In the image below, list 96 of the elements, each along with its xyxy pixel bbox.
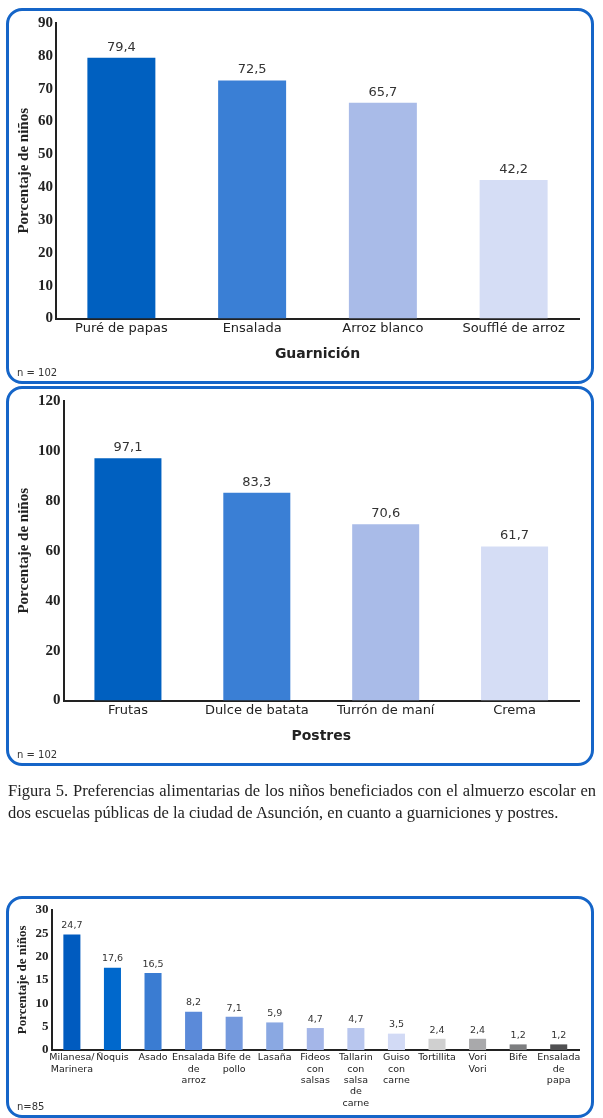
data-label: 79,4 [106,38,136,54]
y-tick-label: 0 [42,1041,49,1057]
bar [103,967,121,1050]
x-tick-label: Bife [508,1051,528,1063]
y-tick-label: 30 [35,901,49,917]
bar [348,102,417,319]
y-tick-label: 20 [38,243,53,260]
data-label: 2,4 [429,1023,445,1035]
x-tick-label: Guiso con carne [383,1051,411,1085]
bar [509,1044,527,1050]
data-label: 83,3 [242,473,272,489]
bar [223,492,291,701]
y-tick-label: 20 [45,641,61,658]
text: Figura 5. Preferencias alimentarias de los niños beneficiados con el almuerzo escolar en dos escuelas públicas de la ciudad de Asunción, en cuanto a guarniciones y postres. [8,780,596,824]
data-label: 1,2 [510,1029,526,1041]
data-label: 4,7 [307,1012,323,1024]
x-tick-label: Asado [138,1051,168,1063]
bar [94,458,162,701]
x-tick-label: Ensalada de arroz [172,1051,216,1085]
x-tick-label: Puré de papas [75,319,168,335]
bar [428,1038,446,1050]
bar [550,1044,568,1050]
data-label: 65,7 [368,83,398,99]
data-label: 3,5 [388,1018,404,1030]
text: n = 102 [17,749,58,760]
bar [347,1028,365,1050]
y-axis-title: Porcentaje de niños [14,925,30,1035]
bar [352,524,420,701]
x-tick-label: Turrón de maní [335,701,435,717]
data-label: 8,2 [186,996,202,1008]
x-tick-label: Frutas [107,701,149,717]
bar [144,972,162,1050]
y-tick-label: 100 [38,441,61,458]
bar [266,1022,284,1050]
y-tick-label: 20 [35,947,49,963]
y-tick-label: 10 [35,994,49,1010]
y-tick-label: 50 [38,145,53,162]
y-tick-label: 10 [38,276,53,293]
data-label: 1,2 [551,1029,567,1041]
bar [469,1038,487,1050]
x-tick-label: Ensalada de papa [537,1051,581,1085]
bar [481,546,549,701]
x-tick-label: Fideos con salsas [300,1051,331,1085]
x-tick-label: Arroz blanco [342,319,424,335]
text: n = 102 [17,367,58,378]
data-label: 42,2 [499,160,529,176]
data-label: 2,4 [470,1023,486,1035]
data-label: 70,6 [371,505,401,521]
y-tick-label: 40 [45,591,61,608]
y-tick-label: 15 [35,971,50,987]
y-tick-label: 25 [35,924,50,940]
data-label: 97,1 [113,439,143,455]
x-tick-label: Ensalada [222,319,282,335]
bar [218,80,287,319]
y-tick-label: 70 [38,79,53,96]
x-axis-title: Guarnición [274,345,361,362]
bar [63,934,81,1050]
y-tick-label: 30 [38,210,53,227]
y-tick-label: 90 [38,13,53,30]
y-tick-label: 120 [38,391,61,408]
x-tick-label: Tallarin con salsa de carne [338,1051,373,1108]
bar [479,180,548,319]
data-label: 17,6 [101,952,124,964]
x-tick-label: Ñoquis [96,1051,129,1063]
y-axis-title: Porcentaje de niños [14,107,31,234]
y-tick-label: 60 [38,112,53,129]
data-label: 7,1 [226,1001,242,1013]
data-label: 61,7 [500,527,530,543]
x-tick-label: Milanesa/ Marinera [49,1051,96,1074]
y-tick-label: 40 [38,178,53,195]
y-axis-title: Porcentaje de niños [14,487,31,614]
data-label: 24,7 [61,919,83,931]
data-label: 4,7 [348,1012,364,1024]
x-tick-label: Bife de pollo [217,1051,251,1074]
y-tick-label: 60 [45,541,61,558]
y-tick-label: 0 [53,691,61,708]
y-tick-label: 0 [45,309,53,326]
bar [306,1028,324,1050]
data-label: 72,5 [237,61,267,77]
y-tick-label: 80 [45,491,61,508]
y-tick-label: 5 [42,1017,50,1033]
x-tick-label: Lasaña [257,1051,292,1063]
x-tick-label: Soufflé de arroz [462,319,566,335]
bar [387,1033,405,1050]
x-tick-label: Tortillita [417,1051,456,1063]
data-label: 5,9 [267,1007,283,1019]
x-axis-title: Postres [291,727,352,744]
bar [185,1011,203,1050]
bar [87,57,156,319]
data-label: 16,5 [142,957,164,969]
text: n=85 [17,1101,45,1112]
x-tick-label: Dulce de batata [204,701,309,717]
bar [225,1016,243,1050]
y-tick-label: 80 [38,46,53,63]
x-tick-label: Crema [493,701,536,717]
x-tick-label: Vori Vori [468,1051,487,1074]
